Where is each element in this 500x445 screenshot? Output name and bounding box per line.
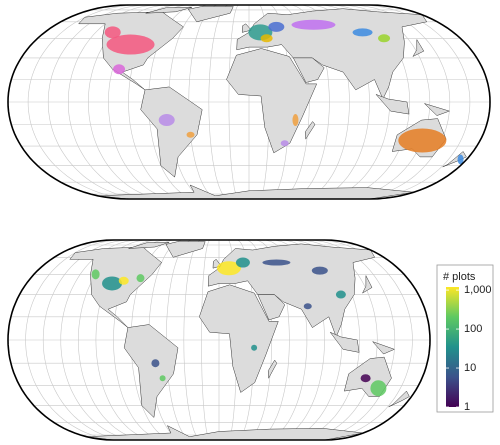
data-patch — [280, 140, 289, 147]
data-patch — [292, 114, 299, 127]
data-patch — [118, 276, 129, 285]
land — [388, 390, 410, 408]
data-patch — [159, 375, 166, 382]
colorbar — [446, 287, 459, 407]
land — [165, 241, 206, 258]
land — [257, 294, 286, 321]
data-patch — [378, 34, 391, 43]
colorbar-tick-label: 10 — [464, 362, 476, 374]
map-frame — [7, 4, 491, 200]
map-databases — [7, 4, 491, 200]
land — [424, 103, 450, 116]
map-frame — [7, 239, 431, 441]
data-patch — [260, 34, 273, 43]
legend-title: # plots — [443, 271, 476, 283]
land — [267, 359, 278, 379]
land — [372, 341, 395, 355]
data-patch — [216, 261, 241, 276]
land — [188, 6, 234, 23]
data-patch — [303, 303, 312, 310]
land — [199, 284, 279, 393]
colorbar-tick-label: 1,000 — [464, 284, 492, 296]
data-patch — [102, 276, 123, 291]
data-patch — [335, 290, 346, 299]
land — [140, 86, 203, 178]
data-patch — [268, 21, 285, 32]
data-patch — [352, 28, 373, 37]
land — [329, 331, 360, 353]
land — [293, 57, 325, 83]
data-patch — [235, 257, 250, 268]
data-patch — [370, 380, 387, 397]
data-patch — [251, 344, 258, 351]
data-patch — [398, 128, 447, 153]
legend: # plots 1 10 100 1,000 — [436, 264, 494, 413]
map-plot-density — [7, 239, 431, 441]
data-patch — [104, 26, 121, 39]
land — [128, 242, 170, 249]
land — [145, 7, 193, 14]
data-patch — [186, 131, 195, 138]
land — [362, 275, 373, 294]
data-patch — [158, 114, 175, 127]
data-patch — [457, 154, 464, 165]
land — [375, 94, 410, 115]
colorbar-tick-label: 1 — [464, 401, 470, 413]
colorbar-tick-label: 100 — [464, 323, 482, 335]
land — [412, 39, 425, 57]
data-patch — [360, 374, 371, 383]
data-patch — [113, 64, 126, 75]
land — [123, 324, 179, 418]
data-patch — [106, 34, 155, 55]
data-patch — [311, 266, 328, 275]
data-patch — [136, 274, 145, 283]
data-patch — [91, 269, 100, 280]
data-patch — [151, 359, 160, 368]
data-patch — [291, 19, 336, 30]
land — [226, 48, 317, 154]
land — [304, 121, 316, 140]
data-patch — [262, 259, 291, 266]
